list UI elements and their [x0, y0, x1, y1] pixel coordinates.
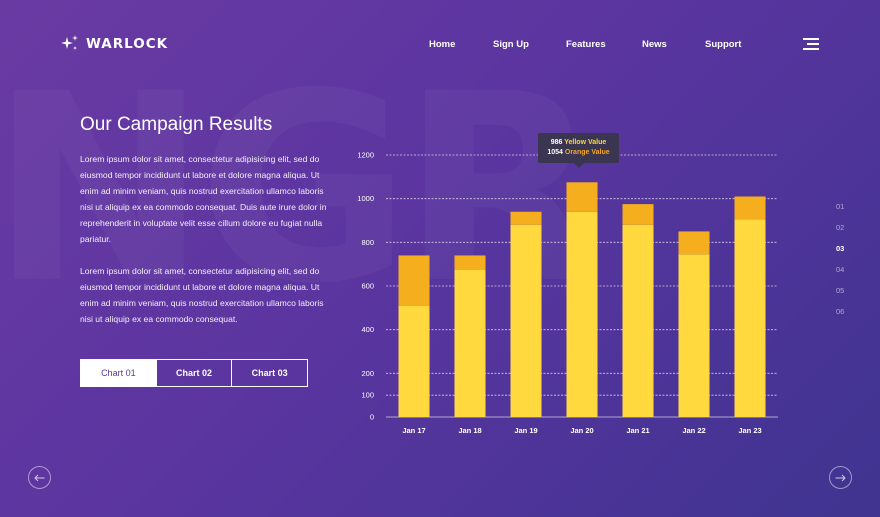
- y-tick-label: 600: [361, 282, 374, 291]
- bar-yellow: [622, 224, 654, 417]
- y-tick-label: 400: [361, 325, 374, 334]
- bar-yellow: [398, 305, 430, 417]
- x-tick-label: Jan 19: [514, 426, 537, 435]
- x-tick-label: Jan 17: [402, 426, 425, 435]
- x-tick-label: Jan 21: [626, 426, 649, 435]
- pager-item-01[interactable]: 01: [836, 202, 845, 211]
- logo[interactable]: WARLOCK: [60, 34, 168, 54]
- pager-item-04[interactable]: 04: [836, 265, 845, 274]
- y-tick-label: 800: [361, 238, 374, 247]
- chart-tooltip: 986 Yellow Value 1054 Orange Value: [538, 133, 619, 168]
- bar-orange: [678, 231, 710, 255]
- arrow-left-icon: [34, 474, 45, 481]
- sparkles-icon: [61, 35, 78, 50]
- arrow-right-icon: [835, 474, 846, 481]
- tooltip-yellow-label: Yellow Value: [564, 139, 607, 146]
- bar-yellow: [566, 211, 598, 417]
- tooltip-yellow-value: 986: [550, 139, 563, 146]
- hamburger-icon[interactable]: [803, 38, 819, 50]
- tab-chart-03[interactable]: Chart 03: [251, 368, 288, 378]
- bar-yellow: [678, 254, 710, 417]
- tab-chart-02[interactable]: Chart 02: [157, 360, 233, 386]
- y-tick-label: 1000: [357, 194, 374, 203]
- brand-name: WARLOCK: [86, 36, 169, 52]
- nav-news[interactable]: News: [642, 39, 667, 50]
- nav-home[interactable]: Home: [429, 39, 456, 50]
- pager-item-02[interactable]: 02: [836, 223, 845, 232]
- body-paragraph-1: Lorem ipsum dolor sit amet, consectetur …: [80, 154, 327, 244]
- bar-yellow: [454, 269, 486, 417]
- bar-yellow: [734, 219, 766, 417]
- pager-item-05[interactable]: 05: [836, 286, 845, 295]
- tooltip-orange-value: 1054: [547, 148, 563, 156]
- bar-yellow: [510, 224, 542, 417]
- chart-tabs: Chart 01 Chart 02 Chart 03: [80, 359, 308, 387]
- pager-item-06[interactable]: 06: [836, 307, 845, 316]
- page-title: Our Campaign Results: [80, 114, 273, 135]
- bar-orange: [734, 196, 766, 220]
- x-tick-label: Jan 23: [738, 426, 761, 435]
- bar-orange: [566, 182, 598, 212]
- x-tick-label: Jan 18: [458, 426, 481, 435]
- pager-item-03[interactable]: 03: [836, 244, 845, 253]
- tooltip-orange-label: Orange Value: [564, 148, 610, 156]
- y-tick-label: 1200: [357, 151, 374, 160]
- header: WARLOCK Home Sign Up Features News Suppo…: [0, 0, 880, 90]
- prev-button[interactable]: [28, 466, 51, 489]
- y-tick-label: 100: [361, 391, 374, 400]
- next-button[interactable]: [829, 466, 852, 489]
- nav-sign-up[interactable]: Sign Up: [493, 39, 529, 50]
- y-tick-label: 0: [370, 413, 374, 422]
- bar-orange: [510, 211, 542, 225]
- body-paragraph-2: Lorem ipsum dolor sit amet, consectetur …: [80, 266, 324, 324]
- main-nav: Home Sign Up Features News Support: [0, 39, 880, 53]
- bar-orange: [398, 255, 430, 306]
- tab-chart-01[interactable]: Chart 01: [81, 360, 157, 386]
- bar-orange: [622, 204, 654, 225]
- bar-orange: [454, 255, 486, 270]
- slide-pager: 01 02 03 04 05 06: [836, 202, 856, 328]
- x-tick-label: Jan 22: [682, 426, 705, 435]
- x-tick-label: Jan 20: [570, 426, 593, 435]
- nav-support[interactable]: Support: [705, 39, 742, 50]
- nav-features[interactable]: Features: [566, 39, 606, 50]
- y-tick-label: 200: [361, 369, 374, 378]
